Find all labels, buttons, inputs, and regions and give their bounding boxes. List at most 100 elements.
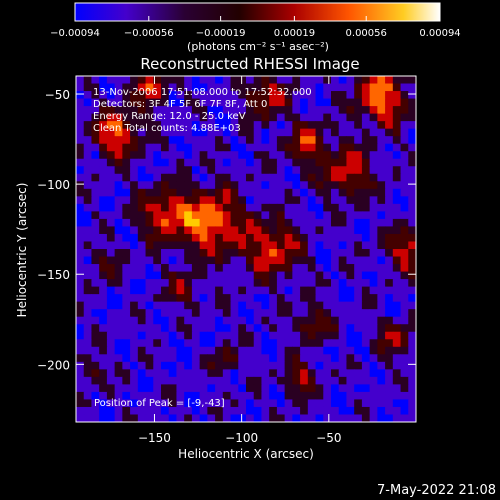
heatmap-cell: [106, 406, 116, 415]
heatmap-cell: [106, 128, 116, 137]
heatmap-cell: [331, 324, 340, 333]
heatmap-cell: [377, 264, 386, 273]
heatmap-cell: [238, 271, 247, 280]
heatmap-cell: [168, 91, 177, 100]
heatmap-cell: [331, 384, 340, 393]
heatmap-cell: [338, 166, 347, 175]
heatmap-cell: [253, 294, 262, 303]
heatmap-cell: [238, 151, 247, 160]
heatmap-cell: [300, 121, 309, 130]
heatmap-cell: [400, 166, 409, 175]
heatmap-cell: [331, 121, 340, 130]
heatmap-cell: [76, 113, 85, 122]
heatmap-cell: [392, 241, 402, 250]
heatmap-cell: [323, 399, 332, 408]
heatmap-cell: [114, 188, 123, 197]
heatmap-cell: [122, 241, 131, 250]
heatmap-cell: [323, 354, 332, 363]
heatmap-cell: [207, 294, 216, 303]
heatmap-cell: [215, 143, 224, 152]
heatmap-cell: [284, 211, 293, 220]
heatmap-cell: [122, 324, 131, 333]
heatmap-cell: [354, 226, 363, 235]
heatmap-cell: [222, 406, 232, 415]
heatmap-cell: [361, 294, 371, 303]
heatmap-cell: [369, 218, 378, 227]
heatmap-cell: [153, 309, 162, 318]
heatmap-cell: [230, 173, 239, 182]
heatmap-cell: [300, 91, 309, 100]
heatmap-cell: [238, 316, 247, 325]
heatmap-cell: [99, 256, 108, 265]
heatmap-cell: [83, 384, 92, 393]
heatmap-cell: [176, 376, 185, 385]
heatmap-cell: [153, 324, 162, 333]
heatmap-cell: [99, 241, 108, 250]
heatmap-cell: [261, 406, 270, 415]
heatmap-cell: [323, 128, 332, 137]
heatmap-cell: [130, 143, 139, 152]
heatmap-cell: [354, 324, 363, 333]
heatmap-cell: [199, 391, 208, 400]
heatmap-cell: [385, 316, 394, 325]
heatmap-cell: [392, 106, 402, 115]
heatmap-cell: [137, 181, 147, 190]
heatmap-cell: [307, 128, 317, 137]
heatmap-cell: [168, 391, 177, 400]
heatmap-cell: [153, 301, 162, 310]
heatmap-cell: [269, 151, 278, 160]
heatmap-cell: [276, 316, 286, 325]
heatmap-cell: [400, 76, 409, 85]
heatmap-cell: [145, 399, 154, 408]
heatmap-cell: [400, 391, 409, 400]
heatmap-cell: [191, 188, 201, 197]
heatmap-cell: [408, 264, 416, 273]
heatmap-cell: [354, 233, 363, 242]
heatmap-cell: [230, 136, 239, 145]
heatmap-cell: [145, 241, 154, 250]
heatmap-cell: [346, 346, 355, 355]
heatmap-cell: [331, 158, 340, 167]
heatmap-cell: [161, 173, 170, 182]
heatmap-cell: [99, 391, 108, 400]
heatmap-cell: [91, 376, 100, 385]
heatmap-cell: [122, 181, 131, 190]
heatmap-cell: [269, 376, 278, 385]
heatmap-cell: [230, 369, 239, 378]
heatmap-cell: [168, 188, 177, 197]
heatmap-cell: [161, 279, 170, 288]
heatmap-cell: [276, 233, 286, 242]
heatmap-cell: [284, 331, 293, 340]
heatmap-cell: [392, 91, 402, 100]
heatmap-cell: [114, 181, 123, 190]
heatmap-cell: [76, 249, 85, 258]
heatmap-cell: [307, 399, 317, 408]
heatmap-cell: [408, 173, 416, 182]
heatmap-cell: [377, 241, 386, 250]
heatmap-cell: [222, 249, 232, 258]
heatmap-cell: [284, 121, 293, 130]
heatmap-cell: [346, 181, 355, 190]
heatmap-cell: [191, 301, 201, 310]
heatmap-cell: [261, 136, 270, 145]
heatmap-cell: [385, 249, 394, 258]
heatmap-cell: [199, 279, 208, 288]
heatmap-cell: [346, 249, 355, 258]
heatmap-cell: [222, 233, 232, 242]
heatmap-cell: [114, 406, 123, 415]
heatmap-cell: [307, 354, 317, 363]
heatmap-cell: [137, 264, 147, 273]
heatmap-cell: [207, 331, 216, 340]
heatmap-cell: [91, 106, 100, 115]
heatmap-cell: [292, 203, 301, 212]
heatmap-cell: [207, 256, 216, 265]
heatmap-cell: [369, 226, 378, 235]
heatmap-cell: [207, 376, 216, 385]
heatmap-cell: [284, 91, 293, 100]
heatmap-cell: [230, 279, 239, 288]
heatmap-cell: [361, 98, 371, 107]
heatmap-cell: [122, 106, 131, 115]
heatmap-cell: [91, 384, 100, 393]
heatmap-cell: [331, 331, 340, 340]
heatmap-cell: [346, 91, 355, 100]
